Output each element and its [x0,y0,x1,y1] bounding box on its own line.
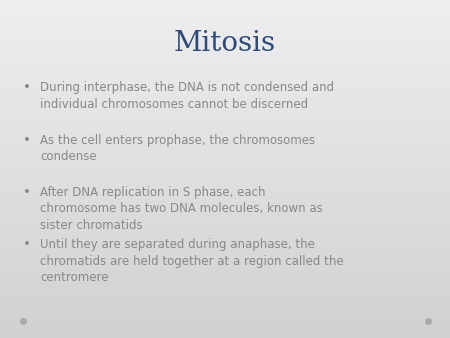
Text: Mitosis: Mitosis [174,30,276,57]
Text: As the cell enters prophase, the chromosomes
condense: As the cell enters prophase, the chromos… [40,134,315,163]
Text: •: • [23,81,31,94]
Text: Until they are separated during anaphase, the
chromatids are held together at a : Until they are separated during anaphase… [40,238,344,284]
Text: •: • [23,186,31,199]
Text: After DNA replication in S phase, each
chromosome has two DNA molecules, known a: After DNA replication in S phase, each c… [40,186,323,232]
Text: •: • [23,134,31,146]
Text: During interphase, the DNA is not condensed and
individual chromosomes cannot be: During interphase, the DNA is not conden… [40,81,335,111]
Text: •: • [23,238,31,251]
